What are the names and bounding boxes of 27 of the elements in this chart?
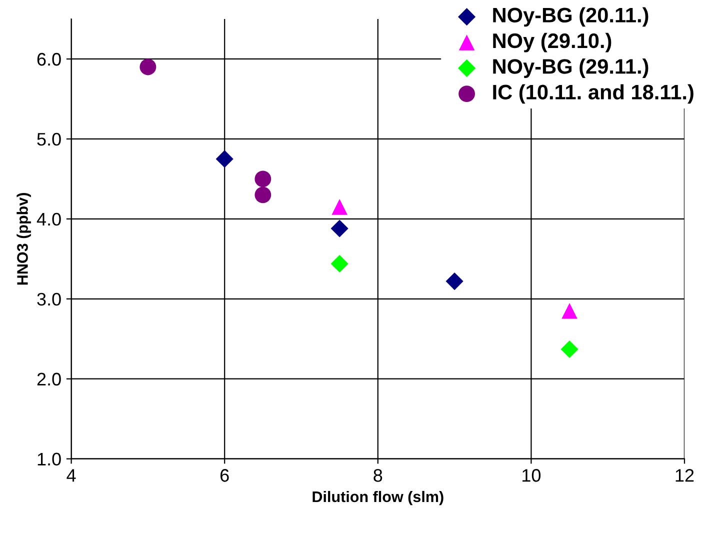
x-tick-label: 8 xyxy=(374,469,382,482)
y-tick-label: 3.0 xyxy=(37,292,61,306)
legend-label: NOy-BG (20.11.) xyxy=(493,7,648,27)
point xyxy=(254,186,272,204)
x-axis-title: Dilution flow (slm) xyxy=(312,490,444,506)
point xyxy=(140,58,156,76)
point xyxy=(330,254,348,272)
point xyxy=(562,302,578,319)
point xyxy=(332,199,348,215)
y-tick-label: 6.0 xyxy=(37,52,61,66)
point xyxy=(216,150,234,168)
y-tick-label: 5.0 xyxy=(37,132,61,146)
y-tick-label: 2.0 xyxy=(37,372,61,386)
legend-label: NOy-BG (29.11.) xyxy=(493,58,648,78)
y-tick-label: 4.0 xyxy=(36,212,61,226)
x-tick-label: 10 xyxy=(522,469,541,482)
y-axis-title: HNO3 (ppbv) xyxy=(16,192,31,285)
legend-label: IC (10.11. and 18.11.) xyxy=(493,84,694,104)
point xyxy=(560,340,578,358)
point xyxy=(254,170,272,188)
point xyxy=(446,272,464,290)
x-tick-label: 12 xyxy=(676,469,694,482)
point xyxy=(330,220,348,238)
x-tick-label: 4 xyxy=(66,469,76,482)
y-tick-label: 1.0 xyxy=(38,452,61,466)
legend-label: NOy (29.10.) xyxy=(493,32,612,52)
x-tick-label: 6 xyxy=(220,469,229,482)
